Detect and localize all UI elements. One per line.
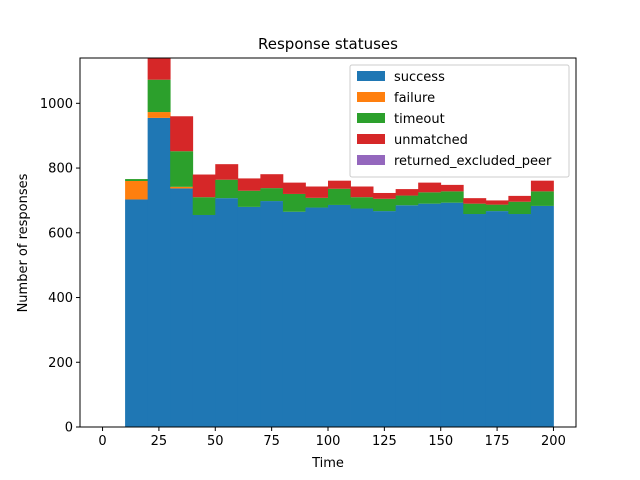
y-tick-label: 600 xyxy=(48,226,73,241)
x-tick-label: 150 xyxy=(428,434,453,449)
x-tick-label: 25 xyxy=(151,434,168,449)
bar-unmatched xyxy=(192,174,216,198)
bar-success xyxy=(395,205,419,427)
legend-box xyxy=(349,64,570,178)
bar-success xyxy=(350,208,374,427)
y-axis-ticks: 0 200 400 600 800 1000 xyxy=(40,97,80,436)
bar-timeout xyxy=(125,179,149,181)
bar-timeout xyxy=(215,179,239,199)
x-tick-label: 125 xyxy=(372,434,397,449)
chart-title: Response statuses xyxy=(258,35,398,53)
bar-unmatched xyxy=(170,116,194,152)
bar-timeout xyxy=(305,197,329,208)
bar-success xyxy=(237,206,261,427)
legend-label-timeout: timeout xyxy=(394,112,445,127)
y-tick-label: 0 xyxy=(65,421,73,436)
bar-unmatched xyxy=(305,186,329,198)
bar-success xyxy=(463,214,487,427)
bar-success xyxy=(328,204,351,427)
x-tick-label: 100 xyxy=(316,434,341,449)
legend-swatch-success xyxy=(357,71,385,81)
bar-timeout xyxy=(508,201,532,215)
y-tick-label: 1000 xyxy=(40,97,73,112)
bar-success xyxy=(508,214,532,427)
legend-label-returned_excluded_peer: returned_excluded_peer xyxy=(394,154,552,169)
x-axis-ticks: 0 25 50 75 100 125 150 175 200 xyxy=(98,427,566,449)
legend-swatch-returned_excluded_peer xyxy=(357,155,385,165)
bar-timeout xyxy=(282,193,306,212)
x-axis-label: Time xyxy=(311,456,344,471)
bar-success xyxy=(260,201,284,427)
bar-unmatched xyxy=(440,184,464,192)
bar-timeout xyxy=(350,197,374,209)
legend-swatch-timeout xyxy=(357,113,385,123)
bar-unmatched xyxy=(485,200,509,205)
y-tick-label: 800 xyxy=(48,162,73,177)
bar-failure xyxy=(125,181,149,200)
x-tick-label: 75 xyxy=(263,434,280,449)
bar-success xyxy=(305,207,329,427)
bar-failure xyxy=(170,186,194,189)
x-tick-label: 175 xyxy=(485,434,510,449)
bar-unmatched xyxy=(260,174,284,189)
bar-unmatched xyxy=(530,180,554,192)
y-tick-label: 200 xyxy=(48,356,73,371)
bars-group xyxy=(125,58,554,427)
x-tick-label: 50 xyxy=(207,434,224,449)
bar-timeout xyxy=(260,188,284,202)
bar-success xyxy=(215,198,239,427)
bar-success xyxy=(170,188,194,427)
x-tick-label: 0 xyxy=(98,434,106,449)
bar-timeout xyxy=(328,188,351,205)
bar-unmatched xyxy=(147,58,171,80)
legend-swatch-failure xyxy=(357,92,385,102)
bar-success xyxy=(440,202,464,427)
bar-timeout xyxy=(485,204,509,212)
y-tick-label: 400 xyxy=(48,291,73,306)
bar-timeout xyxy=(192,197,216,215)
bar-success xyxy=(418,203,442,427)
bar-timeout xyxy=(373,198,397,212)
bar-timeout xyxy=(440,191,464,203)
bar-success xyxy=(530,205,554,427)
legend-label-success: success xyxy=(394,70,445,85)
bar-success xyxy=(373,211,397,427)
legend: success failure timeout unmatched returned_e… xyxy=(349,64,570,178)
bar-unmatched xyxy=(395,189,419,196)
bar-unmatched xyxy=(373,192,397,199)
bar-timeout xyxy=(463,203,487,215)
bar-timeout xyxy=(170,151,194,187)
bar-success xyxy=(282,211,306,427)
bar-failure xyxy=(147,112,171,118)
legend-label-unmatched: unmatched xyxy=(394,133,468,148)
bar-unmatched xyxy=(350,186,374,198)
x-tick-label: 200 xyxy=(541,434,566,449)
legend-label-failure: failure xyxy=(394,91,435,106)
bar-success xyxy=(485,211,509,427)
bar-unmatched xyxy=(418,182,442,193)
legend-swatch-unmatched xyxy=(357,134,385,144)
bar-success xyxy=(125,199,149,427)
bar-success xyxy=(147,117,171,427)
bar-timeout xyxy=(237,190,261,207)
bar-unmatched xyxy=(282,182,306,194)
bar-timeout xyxy=(395,195,419,206)
bar-success xyxy=(192,214,216,427)
bar-timeout xyxy=(530,191,554,206)
bar-unmatched xyxy=(463,198,487,204)
bar-unmatched xyxy=(237,178,261,191)
bar-unmatched xyxy=(328,180,351,189)
bar-timeout xyxy=(418,192,442,204)
bar-timeout xyxy=(147,79,171,113)
bar-unmatched xyxy=(215,164,239,180)
bar-unmatched xyxy=(508,195,532,202)
y-axis-label: Number of responses xyxy=(16,173,31,312)
